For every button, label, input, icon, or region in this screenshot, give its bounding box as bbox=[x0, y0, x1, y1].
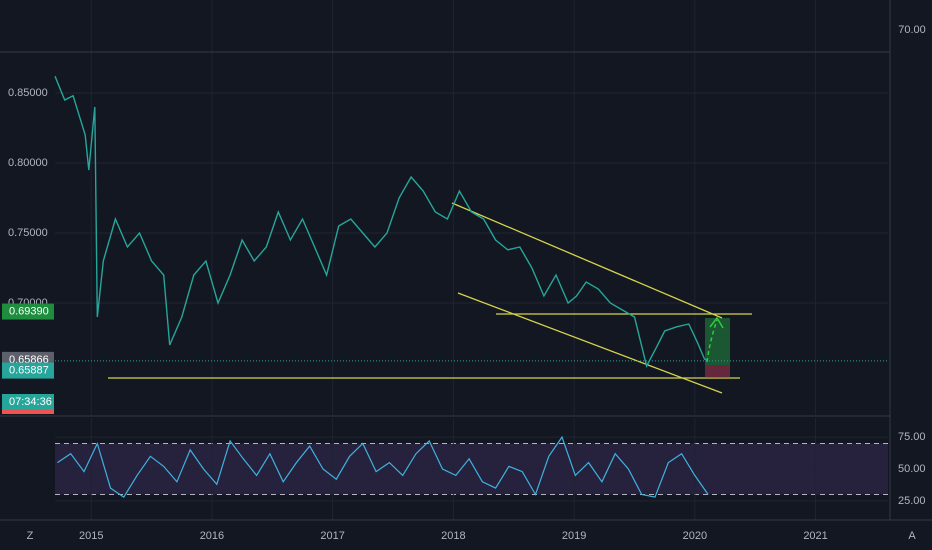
x-tick-label: 2016 bbox=[200, 530, 224, 542]
grid bbox=[55, 0, 888, 520]
y-tick-label: 75.00 bbox=[898, 431, 926, 443]
drawing-tools bbox=[108, 202, 752, 394]
trend-line bbox=[457, 292, 723, 394]
y-tick-label: 0.85000 bbox=[8, 87, 48, 99]
time-tag-strip bbox=[2, 410, 54, 414]
arrow bbox=[706, 319, 718, 363]
series-line bbox=[54, 75, 708, 368]
price-tag: 0.65887 bbox=[2, 362, 54, 379]
target-zone bbox=[705, 318, 730, 365]
top-pane-tick: 70.00 bbox=[898, 24, 926, 36]
price-tag: 0.69390 bbox=[2, 303, 54, 320]
trend-line bbox=[451, 202, 723, 319]
series-line bbox=[57, 435, 709, 498]
x-tick-label: 2021 bbox=[803, 530, 827, 542]
price-tag-label: 0.69390 bbox=[9, 305, 49, 317]
icon-label[interactable]: A bbox=[908, 530, 916, 542]
y-tick-label: 50.00 bbox=[898, 463, 926, 475]
price-tag-box bbox=[2, 303, 54, 320]
arrow-head bbox=[709, 316, 724, 329]
y-tick-label: 25.00 bbox=[898, 495, 926, 507]
x-tick-label: 2019 bbox=[562, 530, 586, 542]
x-tick-label: 2017 bbox=[320, 530, 344, 542]
time-tag: 07:34:36 bbox=[2, 394, 54, 414]
x-tick-label: 2015 bbox=[79, 530, 103, 542]
time-tag-label: 07:34:36 bbox=[9, 396, 52, 408]
x-tick-label: 2020 bbox=[683, 530, 707, 542]
icon-label[interactable]: Z bbox=[27, 530, 34, 542]
y-tick-label: 0.80000 bbox=[8, 157, 48, 169]
price-tag-box bbox=[2, 362, 54, 379]
y-tick-label: 0.75000 bbox=[8, 227, 48, 239]
time-tag-box bbox=[2, 394, 54, 410]
plot bbox=[54, 75, 888, 498]
stop-zone bbox=[705, 365, 730, 378]
x-tick-label: 2018 bbox=[441, 530, 465, 542]
price-tag-label: 0.65887 bbox=[9, 364, 49, 376]
